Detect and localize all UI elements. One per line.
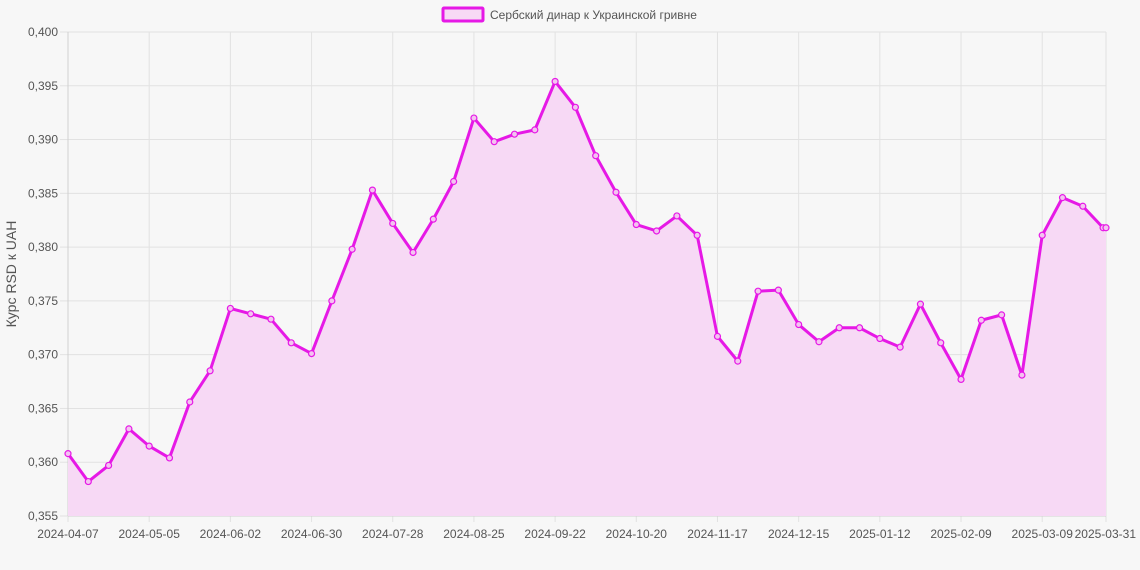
data-point[interactable] <box>409 248 417 257</box>
y-tick-label: 0,385 <box>28 186 58 200</box>
x-tick-label: 2025-02-09 <box>930 527 992 541</box>
data-point[interactable] <box>470 114 478 122</box>
data-point[interactable] <box>612 188 620 196</box>
data-point[interactable] <box>795 320 803 329</box>
data-point[interactable] <box>450 177 458 186</box>
x-tick-label: 2024-09-22 <box>524 527 586 541</box>
y-axis-ticks: 0,355 0,360 0,365 0,370 0,375 0,380 0,385 0,390… <box>28 25 58 523</box>
data-point[interactable] <box>754 287 762 295</box>
data-point[interactable] <box>855 324 864 332</box>
data-point[interactable] <box>734 357 742 365</box>
data-point[interactable] <box>673 212 681 220</box>
data-point[interactable] <box>104 461 113 470</box>
data-point[interactable] <box>571 103 580 111</box>
data-point[interactable] <box>429 215 437 223</box>
data-point[interactable] <box>84 477 92 486</box>
data-point[interactable] <box>186 398 194 406</box>
legend-label: Сербский динар к Украинской гривне <box>490 8 697 22</box>
x-tick-label: 2025-01-12 <box>849 527 911 541</box>
x-tick-label: 2024-08-25 <box>443 527 505 541</box>
data-point[interactable] <box>267 315 275 323</box>
x-tick-label: 2025-03-31 <box>1075 527 1137 541</box>
x-tick-label: 2024-05-05 <box>118 527 180 541</box>
data-point[interactable] <box>247 310 255 318</box>
data-point[interactable] <box>1102 224 1110 232</box>
y-tick-label: 0,360 <box>28 455 58 469</box>
points-layer <box>64 77 1110 486</box>
data-point[interactable] <box>998 311 1006 319</box>
x-tick-label: 2024-04-07 <box>37 527 99 541</box>
data-point[interactable] <box>510 130 519 138</box>
data-point[interactable] <box>145 442 153 450</box>
data-point[interactable] <box>835 324 843 332</box>
data-point[interactable] <box>307 349 316 358</box>
x-tick-label: 2024-06-30 <box>281 527 343 541</box>
data-point[interactable] <box>713 332 722 340</box>
x-tick-label: 2025-03-09 <box>1012 527 1074 541</box>
x-tick-label: 2024-07-28 <box>362 527 424 541</box>
data-point[interactable] <box>348 245 356 253</box>
data-point[interactable] <box>916 300 925 308</box>
data-point[interactable] <box>592 152 600 160</box>
data-point[interactable] <box>1038 231 1046 239</box>
data-point[interactable] <box>652 227 661 235</box>
y-tick-label: 0,365 <box>28 401 58 415</box>
y-tick-label: 0,380 <box>28 240 58 254</box>
data-point[interactable] <box>937 339 945 347</box>
legend[interactable]: Сербский динар к Украинской гривне <box>441 6 697 23</box>
data-point[interactable] <box>226 304 234 313</box>
series-area <box>68 81 1106 516</box>
data-point[interactable] <box>551 77 559 86</box>
data-point[interactable] <box>977 316 985 324</box>
data-point[interactable] <box>531 126 539 134</box>
data-point[interactable] <box>490 138 498 146</box>
data-point[interactable] <box>876 334 884 343</box>
x-axis-ticks: 2024-04-07 2024-05-05 2024-06-02 2024-06-30… <box>37 527 1136 541</box>
legend-swatch <box>441 6 485 23</box>
data-point[interactable] <box>1018 371 1026 379</box>
x-tick-label: 2024-12-15 <box>768 527 830 541</box>
data-point[interactable] <box>774 286 782 294</box>
area-layer <box>68 81 1106 516</box>
y-axis-title: Курс RSD к UAH <box>3 221 19 328</box>
data-point[interactable] <box>368 186 377 194</box>
data-point[interactable] <box>64 450 72 458</box>
x-tick-label: 2024-10-20 <box>606 527 668 541</box>
y-tick-label: 0,395 <box>28 79 58 93</box>
data-point[interactable] <box>693 231 701 239</box>
y-tick-label: 0,375 <box>28 294 58 308</box>
data-point[interactable] <box>957 375 965 384</box>
y-tick-label: 0,370 <box>28 348 58 362</box>
data-point[interactable] <box>287 339 295 347</box>
data-point[interactable] <box>328 297 336 305</box>
y-tick-label: 0,355 <box>28 509 58 523</box>
data-point[interactable] <box>125 425 133 433</box>
y-tick-label: 0,400 <box>28 25 58 39</box>
data-point[interactable] <box>389 219 397 228</box>
data-point[interactable] <box>815 338 823 346</box>
x-tick-label: 2024-06-02 <box>200 527 262 541</box>
data-point[interactable] <box>206 367 214 375</box>
data-point[interactable] <box>896 343 904 351</box>
y-tick-label: 0,390 <box>28 133 58 147</box>
data-point[interactable] <box>165 454 174 462</box>
data-point[interactable] <box>632 220 640 229</box>
x-tick-label: 2024-11-17 <box>687 527 748 541</box>
data-point[interactable] <box>1058 194 1067 202</box>
data-point[interactable] <box>1079 202 1087 210</box>
